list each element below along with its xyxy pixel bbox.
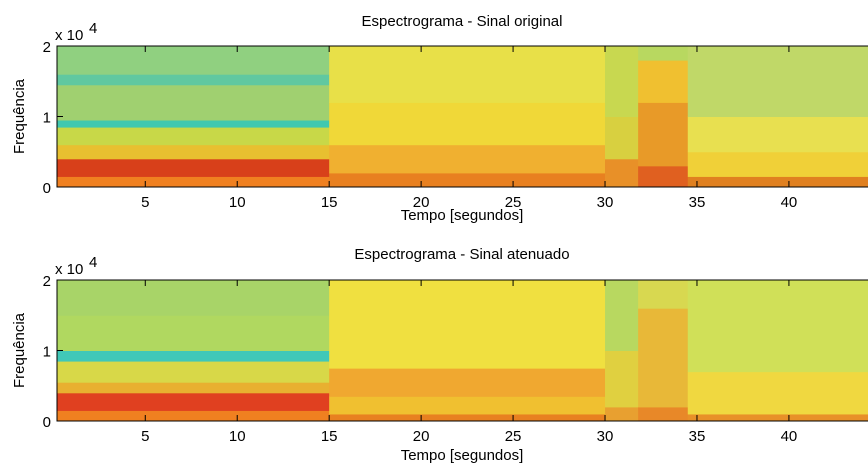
spectrogram-cell	[57, 127, 330, 146]
spectrogram-plot	[57, 280, 868, 422]
x-tick-label: 10	[229, 428, 246, 445]
y-tick-label: 1	[43, 344, 51, 361]
spectrogram-cell	[605, 280, 639, 351]
spectrogram-cell	[605, 406, 639, 422]
y-axis-label: Frequência	[11, 78, 28, 154]
spectrogram-cell	[329, 102, 606, 146]
spectrogram-cell	[687, 280, 868, 373]
spectrogram-cell	[57, 361, 330, 383]
x-tick-label: 30	[597, 428, 614, 445]
spectrogram-cell	[638, 165, 689, 188]
spectrogram-cell	[605, 46, 639, 117]
spectrogram-cell	[638, 308, 689, 408]
y-tick-label: 0	[43, 414, 51, 431]
spectrogram-cell	[57, 392, 330, 411]
y-tick-label: 0	[43, 180, 51, 197]
x-tick-label: 5	[141, 428, 149, 445]
spectrogram-cell	[329, 413, 606, 422]
spectrogram-cell	[687, 116, 868, 153]
y-tick-label: 1	[43, 110, 51, 127]
spectrogram-cell	[329, 280, 606, 369]
spectrogram-cell	[687, 151, 868, 177]
x-axis-label: Tempo [segundos]	[401, 447, 524, 464]
spectrogram-cell	[687, 176, 868, 188]
x-tick-label: 40	[781, 194, 798, 211]
x-axis-label: Tempo [segundos]	[401, 207, 524, 224]
x-tick-label: 5	[141, 194, 149, 211]
y-multiplier: x 10	[55, 261, 83, 278]
x-tick-label: 15	[321, 428, 338, 445]
chart-title: Espectrograma - Sinal atenuado	[354, 246, 569, 263]
spectrogram-plot	[57, 46, 868, 188]
x-tick-label: 40	[781, 428, 798, 445]
x-tick-label: 25	[505, 194, 522, 211]
spectrogram-cell	[687, 413, 868, 422]
x-tick-label: 20	[413, 428, 430, 445]
spectrogram-cell	[57, 382, 330, 394]
spectrogram-cell	[329, 368, 606, 397]
spectrogram-cell	[57, 315, 330, 351]
spectrogram-cell	[57, 144, 330, 160]
spectrogram-cell	[687, 371, 868, 415]
y-tick-label: 2	[43, 273, 51, 290]
x-tick-label: 35	[689, 194, 706, 211]
x-tick-label: 15	[321, 194, 338, 211]
y-exponent: 4	[89, 20, 97, 37]
x-tick-label: 10	[229, 194, 246, 211]
spectrogram-cell	[57, 410, 330, 422]
spectrogram-cell	[57, 84, 330, 121]
y-axis-label: Frequência	[11, 312, 28, 388]
spectrogram-cell	[57, 350, 330, 362]
spectrogram-cell	[57, 280, 330, 316]
spectrogram-cell	[638, 102, 689, 167]
spectrogram-cell	[638, 60, 689, 103]
spectrogram-cell	[638, 406, 689, 422]
spectrogram-cell	[329, 46, 606, 103]
spectrogram-cell	[329, 396, 606, 415]
spectrogram-cell	[57, 46, 330, 75]
spectrogram-cell	[638, 280, 689, 309]
spectrogram-cell	[605, 350, 639, 408]
spectrogram-cell	[687, 46, 868, 117]
spectrogram-cell	[329, 172, 606, 188]
spectrogram-cell	[57, 120, 330, 128]
x-tick-label: 20	[413, 194, 430, 211]
spectrogram-cell	[605, 116, 639, 160]
chart-title: Espectrograma - Sinal original	[362, 13, 563, 30]
spectrogram-cell	[57, 158, 330, 177]
y-exponent: 4	[89, 254, 97, 271]
spectrogram-cell	[329, 144, 606, 174]
y-tick-label: 2	[43, 39, 51, 56]
spectrogram-cell	[57, 176, 330, 188]
spectrogram-cell	[638, 46, 689, 61]
x-tick-label: 30	[597, 194, 614, 211]
x-tick-label: 25	[505, 428, 522, 445]
y-multiplier: x 10	[55, 27, 83, 44]
x-tick-label: 35	[689, 428, 706, 445]
spectrogram-cell	[605, 158, 639, 188]
spectrogram-cell	[57, 74, 330, 86]
